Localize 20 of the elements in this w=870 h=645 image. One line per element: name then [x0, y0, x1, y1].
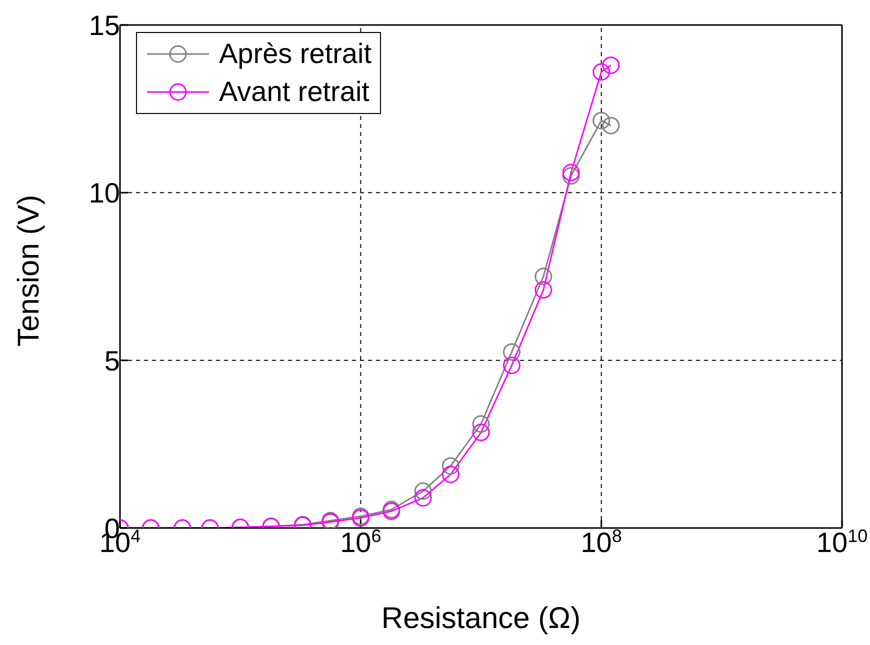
point — [592, 112, 610, 130]
point — [592, 63, 610, 81]
point — [442, 466, 460, 484]
point — [502, 343, 520, 361]
x-tick-label: 10$^{10}$ — [816, 526, 868, 558]
y-tick-label: 5 — [104, 345, 120, 376]
legend-label: Après retrait — [219, 38, 372, 70]
y-tick-label: 15 — [88, 10, 120, 41]
legend-label: Avant retrait — [219, 76, 370, 108]
point — [472, 415, 490, 433]
point — [562, 167, 580, 185]
x-tick-label: 10$^{6}$ — [340, 526, 382, 558]
point — [472, 424, 490, 442]
point — [502, 356, 520, 374]
y-axis-title: Tension (V) — [12, 194, 46, 346]
x-axis-title: Resistance (Ω) — [381, 602, 581, 635]
x-tick-label: 10$^{8}$ — [580, 526, 622, 558]
point — [442, 457, 460, 475]
y-tick-label: 10 — [88, 178, 120, 209]
point — [562, 164, 580, 182]
